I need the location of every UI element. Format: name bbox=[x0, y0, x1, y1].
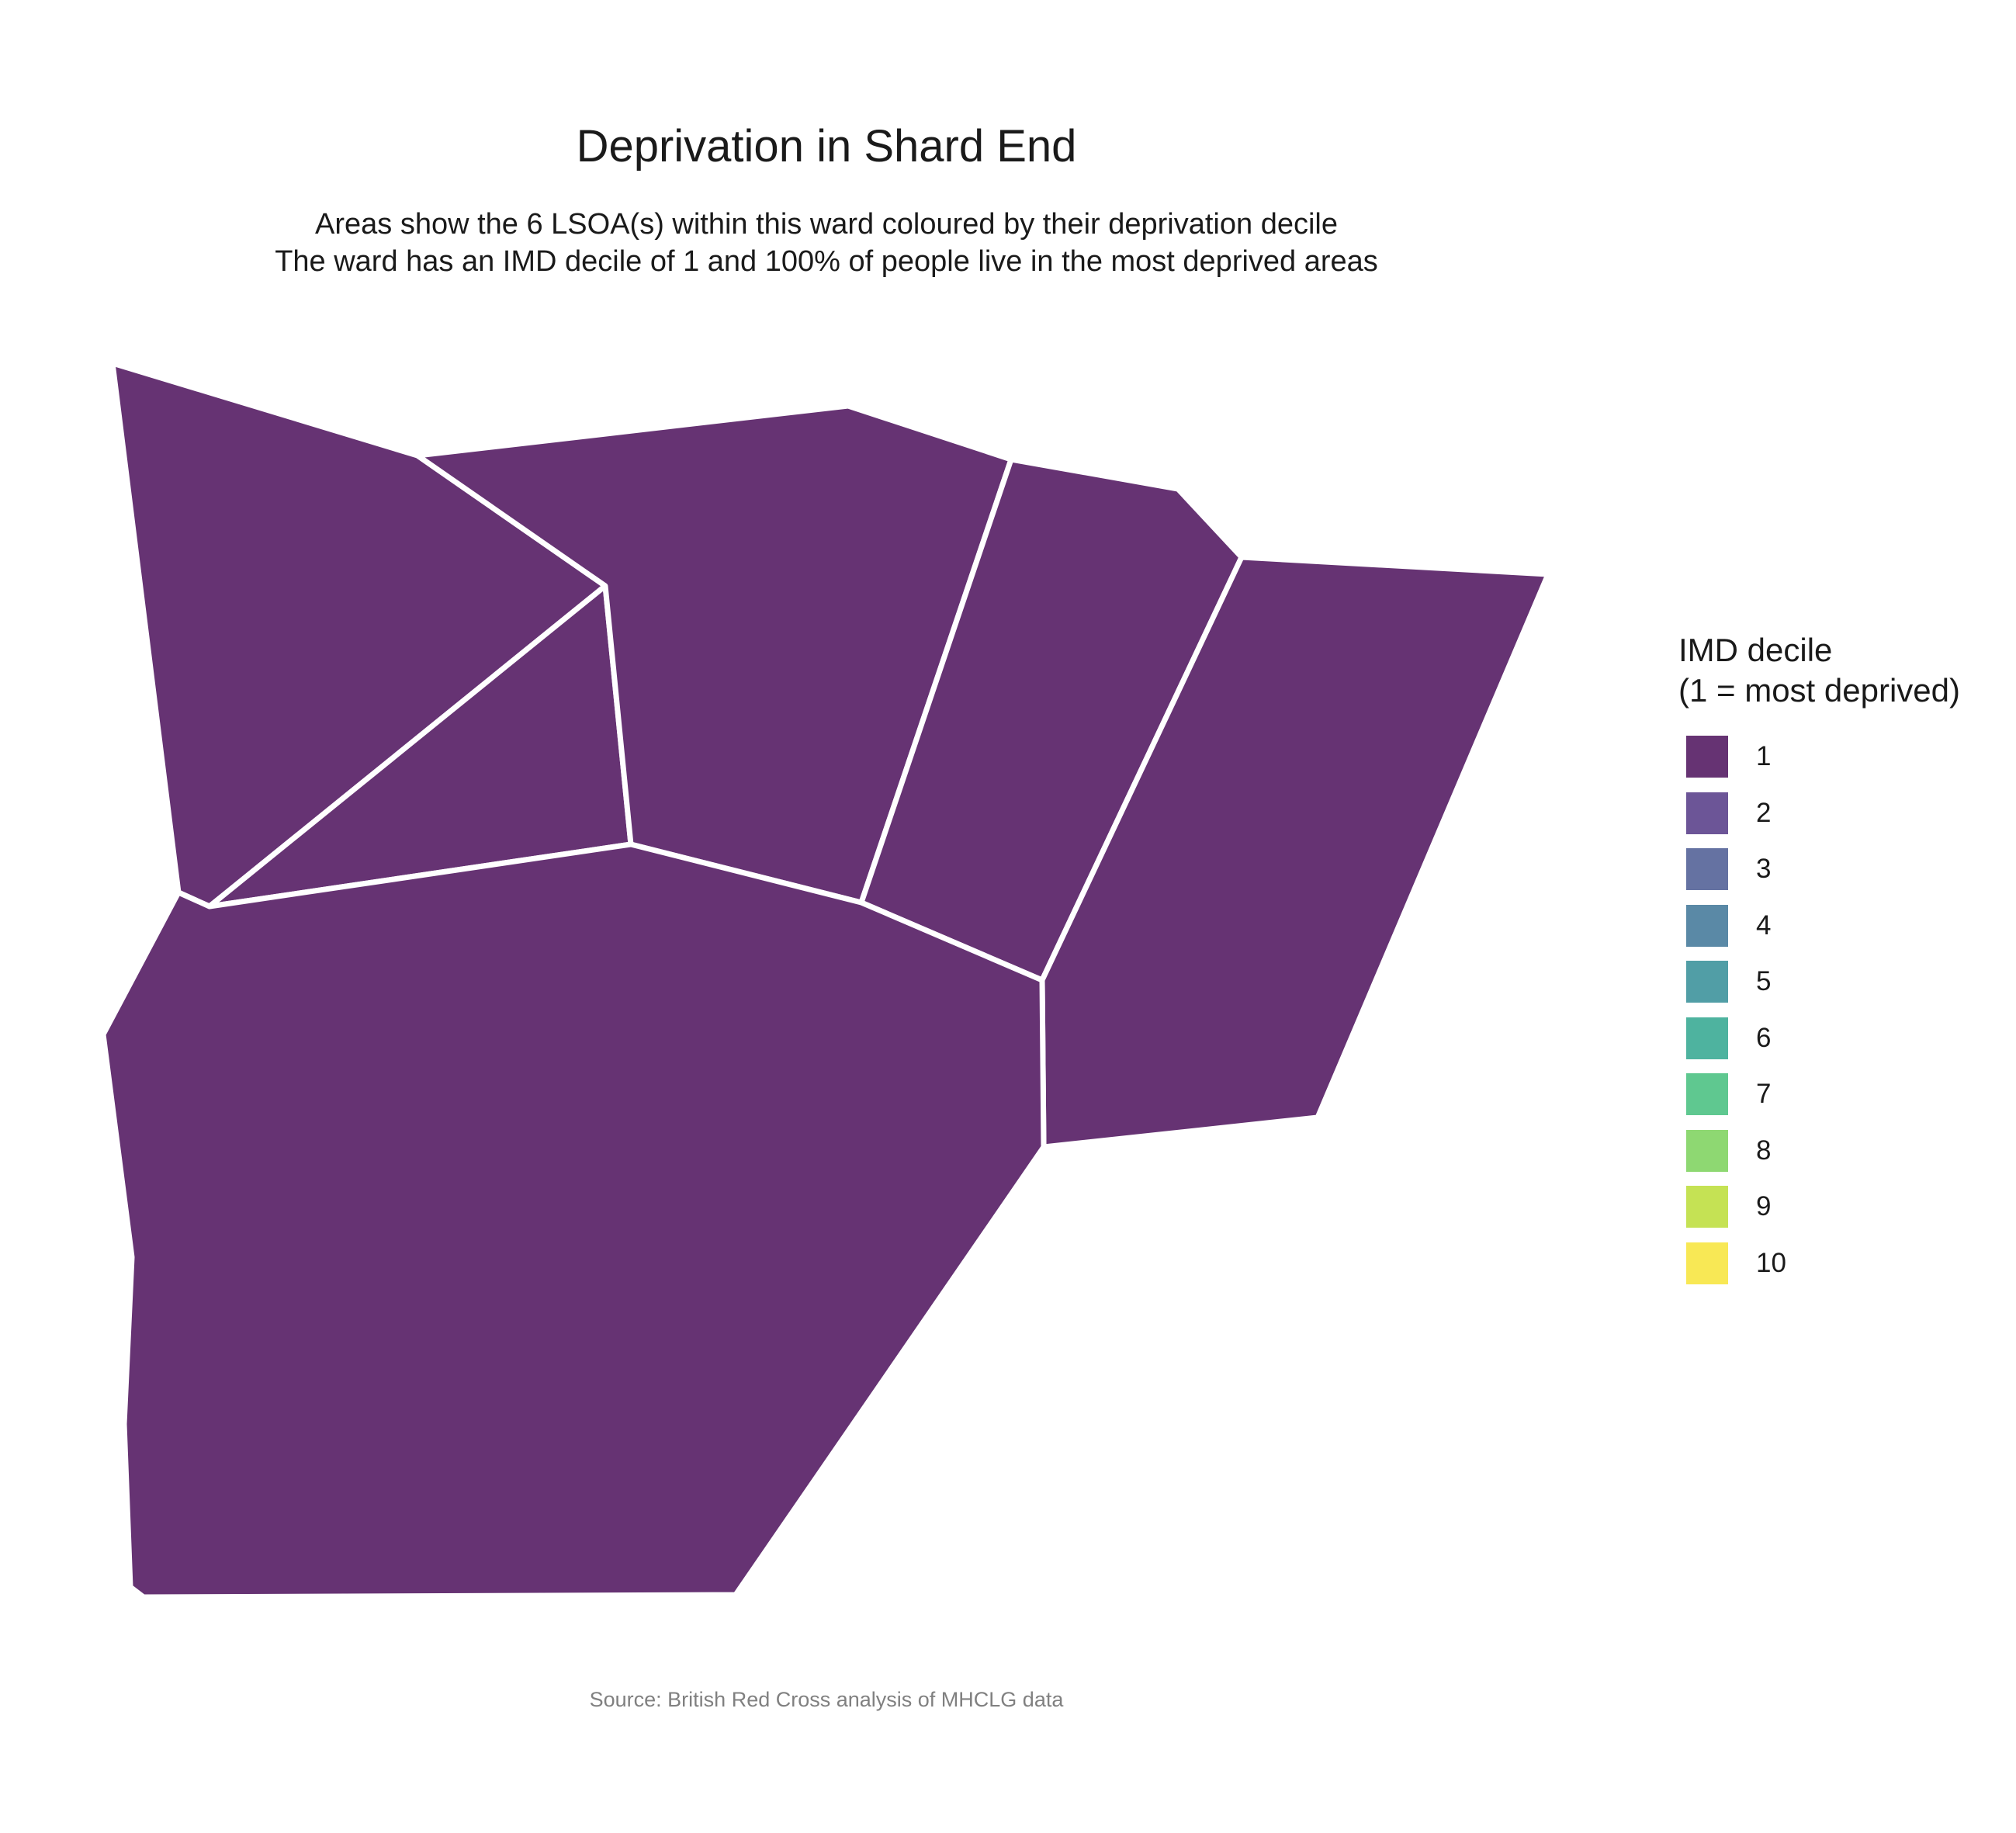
legend-swatch bbox=[1686, 961, 1728, 1003]
legend-item-8: 8 bbox=[1686, 1129, 1771, 1173]
legend-label: 8 bbox=[1756, 1135, 1772, 1166]
legend-item-3: 3 bbox=[1686, 847, 1771, 891]
legend-item-6: 6 bbox=[1686, 1017, 1771, 1060]
legend-label: 2 bbox=[1756, 797, 1772, 828]
legend-title: IMD decile (1 = most deprived) bbox=[1678, 630, 1960, 711]
source-caption: Source: British Red Cross analysis of MH… bbox=[589, 1688, 1064, 1711]
legend-swatch bbox=[1686, 1129, 1728, 1172]
legend-swatch bbox=[1686, 792, 1728, 834]
legend-item-2: 2 bbox=[1686, 792, 1771, 835]
legend-label: 7 bbox=[1756, 1079, 1772, 1109]
legend-swatch bbox=[1686, 1017, 1728, 1059]
legend-swatch bbox=[1686, 1186, 1728, 1228]
legend-label: 1 bbox=[1756, 741, 1772, 771]
legend-swatch bbox=[1686, 1073, 1728, 1115]
legend-title-line-1: IMD decile bbox=[1678, 632, 1833, 668]
legend-item-7: 7 bbox=[1686, 1072, 1771, 1116]
legend-label: 10 bbox=[1756, 1247, 1786, 1278]
legend-title-line-2: (1 = most deprived) bbox=[1678, 672, 1960, 709]
legend-item-10: 10 bbox=[1686, 1242, 1786, 1285]
legend-item-9: 9 bbox=[1686, 1185, 1771, 1228]
legend-label: 4 bbox=[1756, 910, 1772, 941]
lsoa-south[interactable] bbox=[100, 841, 1047, 1600]
legend-label: 3 bbox=[1756, 854, 1772, 884]
legend-swatch bbox=[1686, 736, 1728, 778]
legend-item-5: 5 bbox=[1686, 960, 1771, 1003]
legend-swatch bbox=[1686, 904, 1728, 947]
legend-item-4: 4 bbox=[1686, 904, 1771, 948]
legend-swatch bbox=[1686, 1242, 1728, 1284]
subtitle-line-2: The ward has an IMD decile of 1 and 100%… bbox=[275, 245, 1378, 278]
page-title: Deprivation in Shard End bbox=[576, 121, 1077, 172]
legend-swatch bbox=[1686, 848, 1728, 890]
legend-item-1: 1 bbox=[1686, 735, 1771, 778]
subtitle-line-1: Areas show the 6 LSOA(s) within this war… bbox=[315, 208, 1338, 241]
legend-label: 9 bbox=[1756, 1191, 1772, 1221]
legend-label: 5 bbox=[1756, 966, 1772, 996]
legend-label: 6 bbox=[1756, 1022, 1772, 1053]
lsoa-east[interactable] bbox=[1039, 554, 1551, 1150]
